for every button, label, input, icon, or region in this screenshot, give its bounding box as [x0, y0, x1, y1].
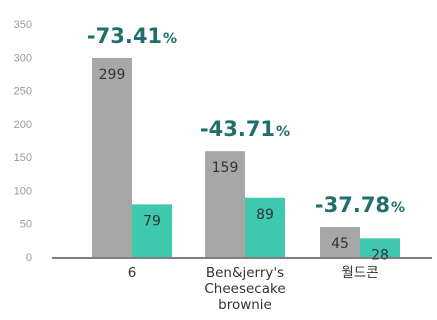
category-label: 월드콘	[341, 265, 378, 281]
bar-value-label: 89	[256, 207, 274, 223]
y-tick-label: 300	[14, 52, 32, 64]
value-labels: 299 159 45 79 89 28	[99, 67, 389, 263]
change-labels: -73.41% -43.71% -37.78%	[87, 24, 405, 217]
bars	[92, 57, 400, 257]
y-tick-label: 250	[14, 86, 32, 98]
category-label: Cheesecake	[204, 281, 285, 297]
bar-series1	[92, 57, 132, 257]
bar-series1	[205, 151, 245, 257]
bar-series2	[360, 238, 400, 257]
y-tick-label: 200	[14, 119, 32, 131]
y-tick-label: 100	[14, 185, 32, 197]
bar-series1	[320, 227, 360, 257]
change-percent-label: -37.78%	[315, 193, 405, 217]
category-label: 6	[128, 265, 137, 281]
bar-value-label: 159	[212, 160, 239, 176]
category-label: brownie	[218, 297, 272, 313]
y-axis: 0 50 100 150 200 250 300 350	[14, 19, 32, 264]
y-tick-label: 0	[26, 252, 32, 264]
bar-value-label: 45	[331, 236, 349, 252]
y-tick-label: 350	[14, 19, 32, 31]
bar-series2	[245, 197, 285, 257]
change-percent-label: -43.71%	[200, 117, 290, 141]
bar-series2	[132, 204, 172, 257]
y-tick-label: 50	[20, 219, 32, 231]
y-tick-label: 150	[14, 152, 32, 164]
bar-value-label: 79	[143, 213, 161, 229]
category-label: Ben&jerry's	[206, 265, 284, 281]
bar-value-label: 299	[99, 67, 126, 83]
change-percent-label: -73.41%	[87, 24, 177, 48]
bar-value-label: 28	[371, 247, 389, 263]
